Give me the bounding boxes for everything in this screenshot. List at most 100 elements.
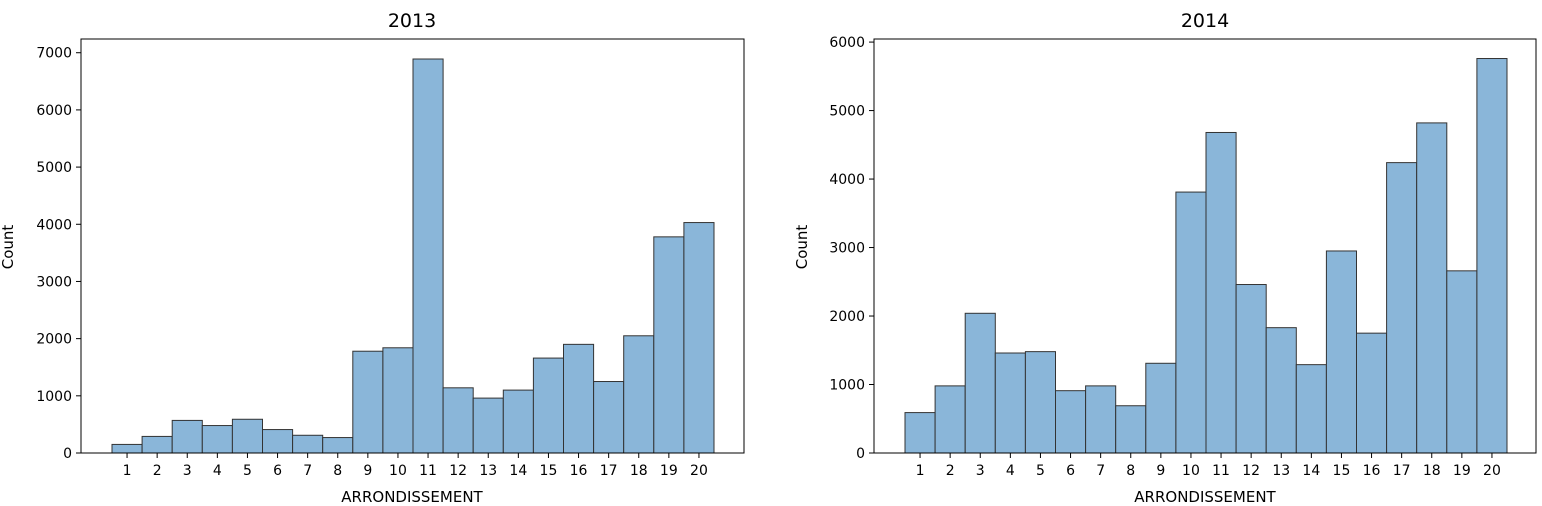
x-tick-label: 16 xyxy=(1363,463,1381,479)
x-tick-label: 5 xyxy=(243,463,252,479)
bar xyxy=(1055,390,1087,454)
bar xyxy=(1295,364,1327,454)
x-tick-label: 13 xyxy=(1272,463,1290,479)
y-tick-label: 5000 xyxy=(36,160,72,176)
y-tick-label: 6000 xyxy=(36,103,72,119)
x-tick-label: 9 xyxy=(363,463,372,479)
y-tick-label: 2000 xyxy=(829,309,865,325)
bar xyxy=(934,385,966,454)
bar xyxy=(502,389,534,454)
bar xyxy=(1416,122,1448,454)
x-tick-label: 4 xyxy=(1006,463,1015,479)
y-tick-label: 0 xyxy=(856,446,865,462)
x-tick-label: 8 xyxy=(333,463,342,479)
x-tick-label: 9 xyxy=(1156,463,1165,479)
x-tick-label: 7 xyxy=(303,463,312,479)
bar xyxy=(532,357,565,454)
y-tick-label: 0 xyxy=(63,446,72,462)
bar xyxy=(442,387,474,454)
bar xyxy=(563,343,595,454)
chart-2014: 2014 Count ARRONDISSEMENT 01000200030004… xyxy=(793,10,1537,506)
chart-title: 2013 xyxy=(388,10,436,32)
bar xyxy=(593,381,625,454)
x-tick-label: 1 xyxy=(123,463,132,479)
x-tick-label: 10 xyxy=(389,463,407,479)
chart-2013: 2013 Count ARRONDISSEMENT 01000200030004… xyxy=(0,10,745,506)
chart-title: 2014 xyxy=(1181,10,1229,32)
x-tick-label: 4 xyxy=(213,463,222,479)
bar xyxy=(141,435,173,454)
bar xyxy=(964,312,996,454)
x-tick-label: 17 xyxy=(600,463,618,479)
x-tick-label: 18 xyxy=(1423,463,1441,479)
y-tick-label: 3000 xyxy=(36,274,72,290)
x-tick-label: 20 xyxy=(690,463,708,479)
x-tick-label: 12 xyxy=(1242,463,1260,479)
bar xyxy=(292,434,324,454)
bar xyxy=(1386,162,1418,454)
x-tick-label: 7 xyxy=(1096,463,1105,479)
bar xyxy=(1085,385,1117,454)
bar xyxy=(352,350,384,454)
plot-frame xyxy=(80,38,745,454)
x-tick-label: 17 xyxy=(1393,463,1411,479)
bar xyxy=(1024,351,1057,454)
bar xyxy=(1265,327,1297,454)
x-tick-label: 18 xyxy=(630,463,648,479)
bar xyxy=(472,397,504,454)
x-tick-label: 19 xyxy=(660,463,678,479)
x-axis-label: ARRONDISSEMENT xyxy=(1134,488,1276,506)
x-tick-label: 6 xyxy=(1066,463,1075,479)
x-tick-label: 10 xyxy=(1182,463,1200,479)
x-tick-label: 15 xyxy=(540,463,558,479)
x-tick-label: 3 xyxy=(183,463,192,479)
x-tick-label: 14 xyxy=(1302,463,1320,479)
bar xyxy=(623,335,655,454)
x-tick-label: 13 xyxy=(479,463,497,479)
bar xyxy=(382,347,414,454)
x-tick-label: 3 xyxy=(976,463,985,479)
bar xyxy=(653,236,685,454)
bar xyxy=(111,443,143,454)
y-tick-label: 2000 xyxy=(36,332,72,348)
bar xyxy=(1476,58,1508,454)
plot-frame xyxy=(873,38,1537,454)
bar xyxy=(904,412,936,454)
bar xyxy=(1145,362,1177,454)
y-tick-label: 7000 xyxy=(36,46,72,62)
bar xyxy=(171,419,203,454)
bar xyxy=(262,429,294,454)
x-tick-label: 15 xyxy=(1333,463,1351,479)
bar xyxy=(1115,405,1147,454)
y-axis-label: Count xyxy=(0,225,17,270)
bar xyxy=(1235,284,1267,454)
y-tick-label: 4000 xyxy=(829,172,865,188)
y-tick-label: 5000 xyxy=(829,104,865,120)
y-tick-label: 4000 xyxy=(36,217,72,233)
bar xyxy=(1205,131,1237,454)
x-tick-label: 11 xyxy=(419,463,437,479)
x-tick-label: 16 xyxy=(570,463,588,479)
x-tick-label: 14 xyxy=(509,463,527,479)
x-tick-label: 12 xyxy=(449,463,467,479)
x-tick-label: 19 xyxy=(1453,463,1471,479)
bar xyxy=(1175,191,1207,454)
bar xyxy=(412,58,444,454)
bar xyxy=(201,425,233,454)
x-tick-label: 20 xyxy=(1483,463,1501,479)
y-tick-label: 1000 xyxy=(36,389,72,405)
x-tick-label: 6 xyxy=(273,463,282,479)
bar xyxy=(231,418,263,454)
bar xyxy=(322,437,354,454)
x-tick-label: 5 xyxy=(1036,463,1045,479)
bar xyxy=(1356,332,1388,454)
y-axis-label: Count xyxy=(793,225,811,270)
x-tick-label: 8 xyxy=(1126,463,1135,479)
x-tick-label: 11 xyxy=(1212,463,1230,479)
y-tick-label: 3000 xyxy=(829,241,865,257)
x-axis-label: ARRONDISSEMENT xyxy=(341,488,483,506)
y-tick-label: 6000 xyxy=(829,35,865,51)
y-tick-label: 1000 xyxy=(829,378,865,394)
x-tick-label: 1 xyxy=(916,463,925,479)
